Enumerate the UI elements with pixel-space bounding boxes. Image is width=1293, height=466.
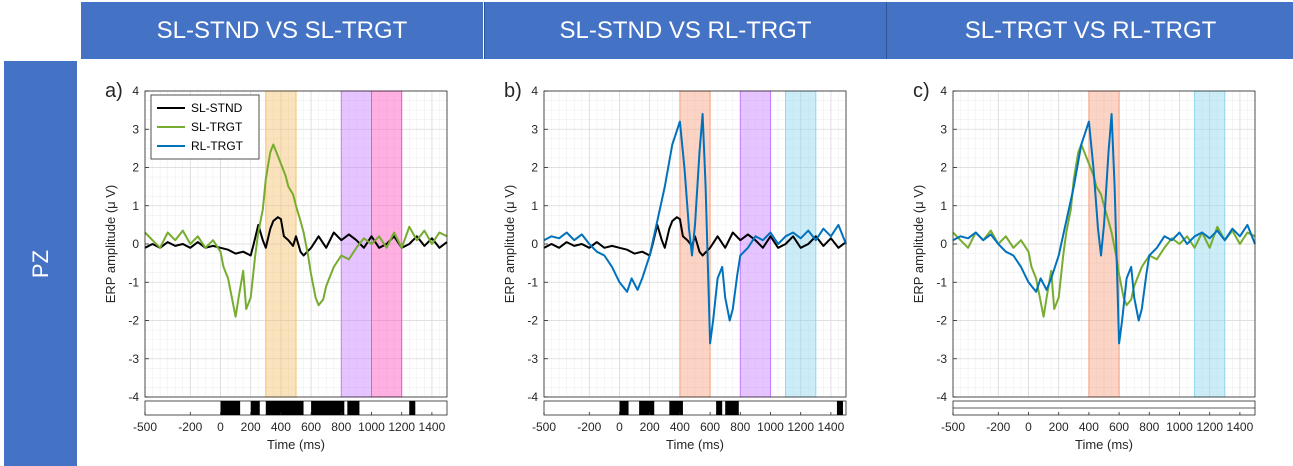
y-tick-label: -2 (936, 314, 947, 328)
x-tick-label: 1200 (388, 420, 415, 434)
y-tick-label: 3 (132, 122, 139, 136)
significance-segment (250, 401, 260, 415)
y-tick-label: 1 (132, 199, 139, 213)
x-tick-label: 400 (271, 420, 291, 434)
y-axis-label: ERP amplitude (μ V) (502, 185, 517, 304)
significance-segment (669, 401, 683, 415)
significance-segment (619, 401, 629, 415)
x-tick-label: 1400 (818, 420, 845, 434)
shaded-window-3 (785, 90, 817, 398)
shaded-window-2 (1194, 90, 1226, 398)
series-line-rl-trgt (952, 113, 1256, 345)
shaded-window-1 (679, 90, 711, 398)
y-tick-label: -2 (527, 314, 538, 328)
y-tick-label: 0 (940, 237, 947, 251)
y-tick-label: 4 (940, 84, 947, 98)
x-axis-label: Time (ms) (1075, 437, 1133, 452)
panel-letter: a) (105, 80, 123, 102)
header-col-3: SL-TRGT VS RL-TRGT (886, 2, 1293, 59)
x-tick-label: 200 (241, 420, 261, 434)
x-tick-label: 1000 (757, 420, 784, 434)
erp-chart-a: -4 -3 -2 -1 0 1 2 3 4 ERP amplitude (μ V) a) -500 -2… (103, 80, 448, 452)
y-tick-label: 0 (531, 237, 538, 251)
series-line-sl-stnd (543, 216, 847, 257)
y-tick-label: 2 (531, 161, 538, 175)
significance-segment (836, 401, 843, 415)
y-tick-label: -3 (128, 352, 139, 366)
x-tick-label: 1200 (787, 420, 814, 434)
x-tick-label: 800 (730, 420, 750, 434)
significance-segment (409, 401, 416, 415)
legend-label: SL-STND (191, 101, 243, 115)
y-tick-label: -1 (128, 275, 139, 289)
significance-segment (725, 401, 739, 415)
erp-chart-b: -4 -3 -2 -1 0 1 2 3 4 ERP amplitude (μ V) b) -500 -2… (502, 80, 847, 452)
y-tick-label: -3 (936, 352, 947, 366)
y-tick-label: -1 (527, 275, 538, 289)
x-tick-label: -500 (941, 420, 965, 434)
x-tick-label: 600 (1109, 420, 1129, 434)
y-tick-label: -4 (128, 390, 139, 404)
significance-segment (220, 401, 241, 415)
x-tick-label: 200 (640, 420, 660, 434)
erp-chart-c: -4 -3 -2 -1 0 1 2 3 4 ERP amplitude (μ V) c) -500 -2… (911, 80, 1256, 452)
x-tick-label: 600 (700, 420, 720, 434)
x-tick-label: -200 (986, 420, 1010, 434)
y-axis-label: ERP amplitude (μ V) (103, 185, 118, 304)
x-tick-label: 1000 (358, 420, 385, 434)
y-tick-label: 2 (940, 161, 947, 175)
y-axis-label: ERP amplitude (μ V) (911, 185, 926, 304)
y-tick-label: 1 (531, 199, 538, 213)
y-tick-label: 3 (531, 122, 538, 136)
header-col-2: SL-STND VS RL-TRGT (484, 2, 886, 59)
x-tick-label: 1200 (1196, 420, 1223, 434)
header-col-3-label: SL-TRGT VS RL-TRGT (964, 16, 1217, 44)
significance-segment (639, 401, 655, 415)
x-tick-label: 400 (1079, 420, 1099, 434)
x-tick-label: -500 (532, 420, 556, 434)
y-tick-label: 3 (940, 122, 947, 136)
y-tick-label: -4 (527, 390, 538, 404)
significance-segment (347, 401, 360, 415)
x-tick-label: 0 (1025, 420, 1032, 434)
header-col-1-label: SL-STND VS SL-TRGT (156, 16, 408, 44)
x-tick-label: 800 (331, 420, 351, 434)
y-tick-label: 1 (940, 199, 947, 213)
panel-letter: b) (504, 80, 522, 102)
x-tick-label: 600 (301, 420, 321, 434)
x-tick-label: -200 (178, 420, 202, 434)
x-tick-label: -200 (577, 420, 601, 434)
y-tick-label: -3 (527, 352, 538, 366)
y-tick-label: 4 (132, 84, 139, 98)
x-tick-label: 1400 (419, 420, 446, 434)
x-tick-label: -500 (133, 420, 157, 434)
x-tick-label: 400 (670, 420, 690, 434)
y-tick-label: -1 (936, 275, 947, 289)
x-tick-label: 1400 (1227, 420, 1254, 434)
y-tick-label: -2 (128, 314, 139, 328)
series-line-rl-trgt (543, 113, 847, 345)
y-tick-label: 0 (132, 237, 139, 251)
y-tick-label: -4 (936, 390, 947, 404)
panel-letter: c) (913, 80, 930, 102)
row-label: PZ (4, 61, 77, 466)
legend-label: RL-TRGT (191, 139, 244, 153)
y-tick-label: 4 (531, 84, 538, 98)
x-tick-label: 0 (616, 420, 623, 434)
legend-label: SL-TRGT (191, 120, 243, 134)
series-line-sl-trgt (144, 143, 448, 318)
row-label-text: PZ (27, 249, 53, 278)
x-axis-label: Time (ms) (666, 437, 724, 452)
header-col-1: SL-STND VS SL-TRGT (81, 2, 483, 59)
y-tick-label: 2 (132, 161, 139, 175)
significance-segment (311, 401, 345, 415)
x-axis-label: Time (ms) (267, 437, 325, 452)
x-tick-label: 200 (1049, 420, 1069, 434)
x-tick-label: 800 (1139, 420, 1159, 434)
header-col-2-label: SL-STND VS RL-TRGT (559, 16, 812, 44)
significance-segment (265, 401, 304, 415)
significance-segment (716, 401, 723, 415)
x-tick-label: 0 (217, 420, 224, 434)
x-tick-label: 1000 (1166, 420, 1193, 434)
